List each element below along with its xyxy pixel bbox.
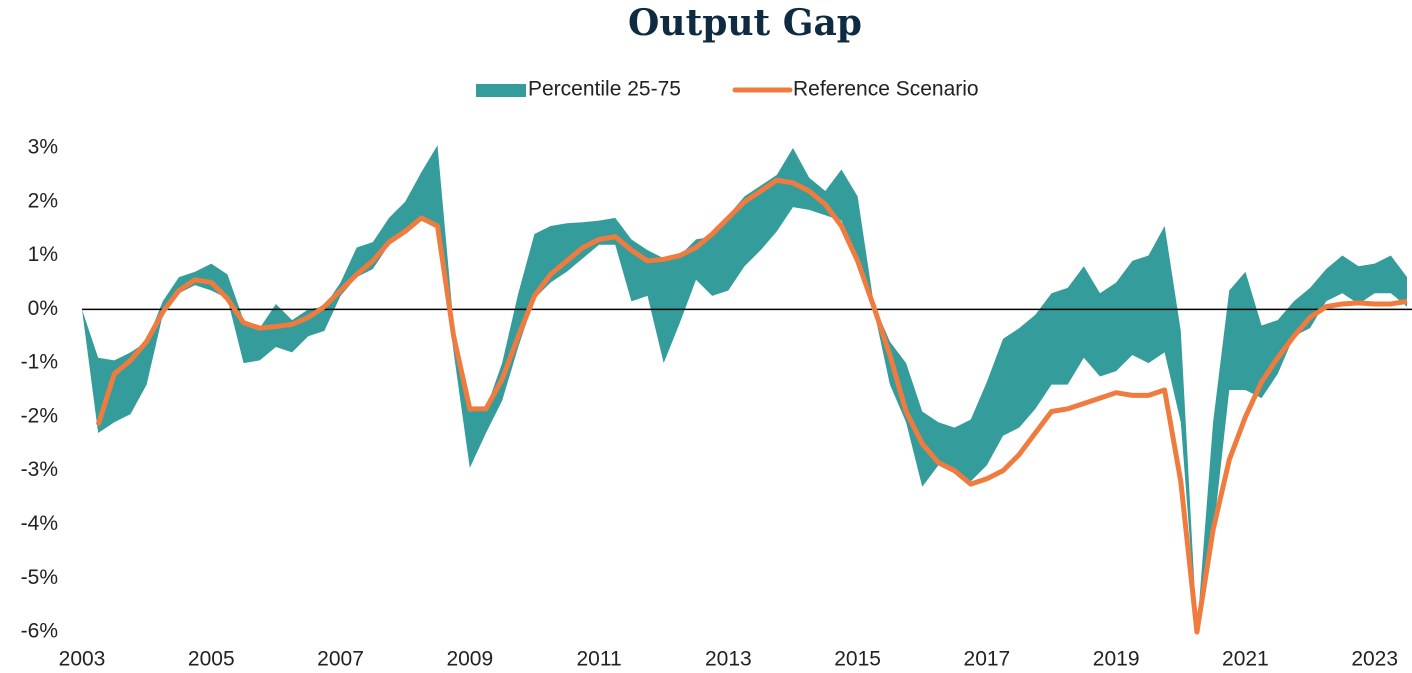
x-tick-label: 2007 bbox=[317, 648, 364, 671]
legend-swatch bbox=[476, 84, 526, 97]
x-tick-label: 2005 bbox=[188, 648, 235, 671]
x-tick-label: 2023 bbox=[1351, 648, 1398, 671]
line bbox=[95, 177, 1408, 635]
chart-title: Output Gap bbox=[628, 2, 862, 44]
y-tick-label: 1% bbox=[28, 243, 58, 266]
y-tick-label: -4% bbox=[21, 512, 58, 535]
x-tick-label: 2019 bbox=[1093, 648, 1140, 671]
legend-label: Reference Scenario bbox=[793, 78, 979, 101]
x-tick-label: 2017 bbox=[964, 648, 1011, 671]
x-tick-label: 2015 bbox=[834, 648, 881, 671]
band bbox=[82, 145, 1407, 633]
y-tick-label: -3% bbox=[21, 458, 58, 481]
y-tick-label: -1% bbox=[21, 351, 58, 374]
x-tick-label: 2021 bbox=[1222, 648, 1269, 671]
y-tick-label: 2% bbox=[28, 189, 58, 212]
x-tick-label: 2009 bbox=[446, 648, 493, 671]
x-tick-label: 2003 bbox=[59, 648, 106, 671]
x-tick-label: 2011 bbox=[576, 648, 621, 671]
y-tick-label: 0% bbox=[28, 297, 58, 320]
y-tick-label: 3% bbox=[28, 136, 58, 159]
legend-label: Percentile 25-75 bbox=[528, 78, 681, 101]
y-tick-label: -5% bbox=[21, 566, 58, 589]
x-tick-label: 2013 bbox=[705, 648, 752, 671]
y-tick-label: -2% bbox=[21, 404, 58, 427]
y-tick-label: -6% bbox=[21, 620, 58, 643]
